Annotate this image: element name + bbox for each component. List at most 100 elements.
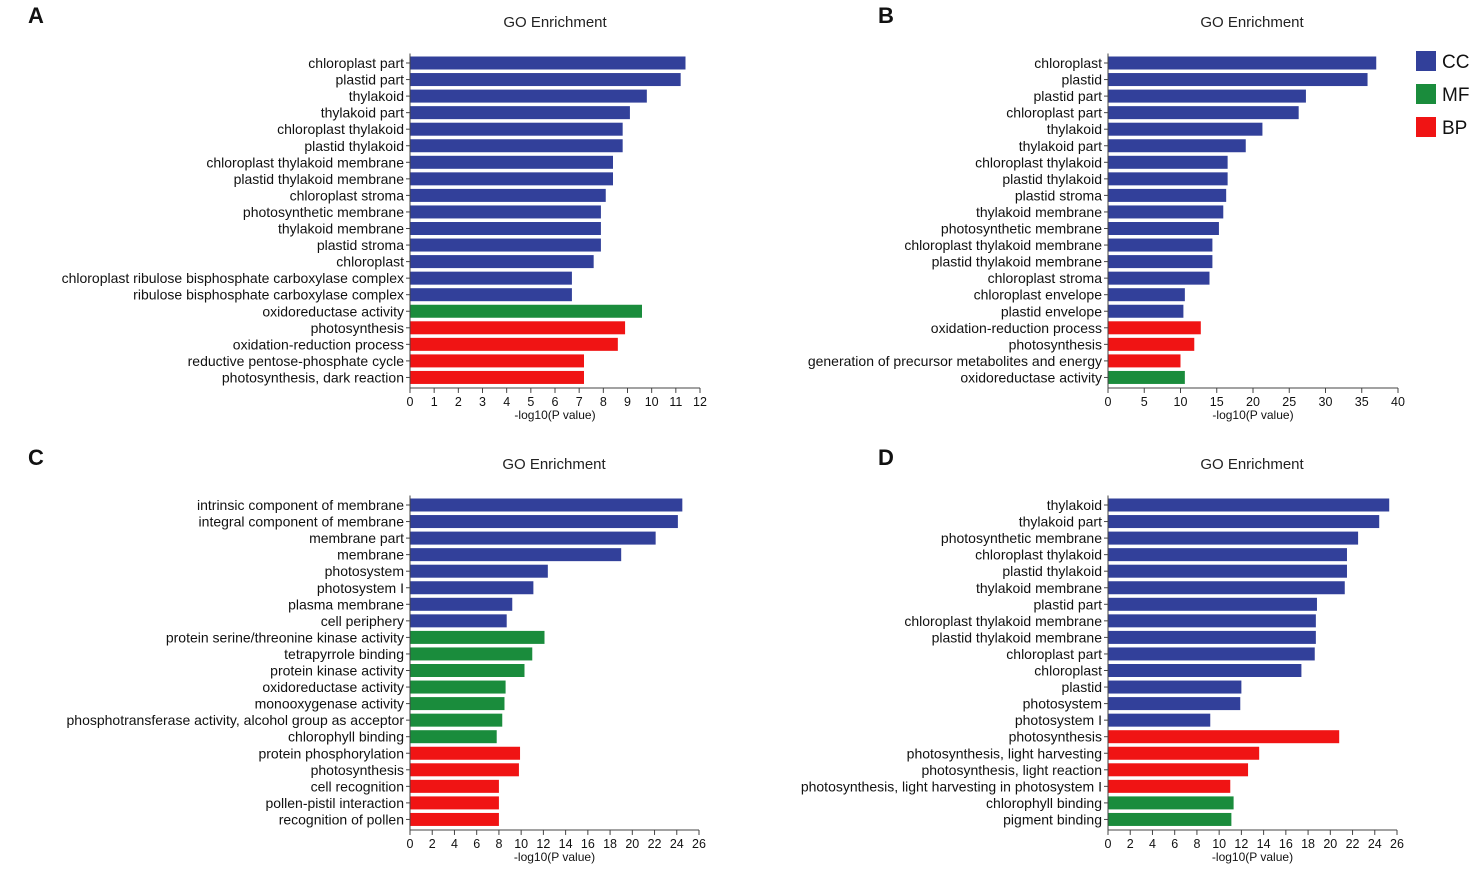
bar bbox=[1108, 222, 1219, 235]
category-label: recognition of pollen bbox=[279, 811, 404, 827]
bar bbox=[410, 172, 613, 186]
legend: CC MF BP bbox=[1416, 51, 1469, 139]
x-tick-label: 6 bbox=[1171, 837, 1178, 851]
category-label: cell recognition bbox=[311, 778, 404, 794]
bar bbox=[1108, 796, 1234, 810]
bar bbox=[410, 680, 506, 694]
legend-swatch bbox=[1416, 51, 1436, 71]
category-label: thylakoid membrane bbox=[976, 204, 1102, 220]
x-tick-label: 2 bbox=[1127, 837, 1134, 851]
category-label: photosynthetic membrane bbox=[941, 221, 1102, 237]
legend-swatch bbox=[1416, 84, 1436, 104]
bar bbox=[410, 746, 521, 760]
bar bbox=[1108, 564, 1347, 578]
x-tick-label: 14 bbox=[559, 837, 573, 851]
category-label: oxidation-reduction process bbox=[931, 320, 1102, 336]
legend-label: CC bbox=[1442, 52, 1469, 73]
bar bbox=[1108, 614, 1316, 628]
bar bbox=[1108, 812, 1232, 826]
category-label: thylakoid bbox=[1047, 497, 1102, 513]
bar bbox=[410, 564, 548, 578]
x-tick-label: 0 bbox=[1105, 837, 1112, 851]
x-tick-label: 18 bbox=[603, 837, 617, 851]
chart-panel-b: B GO Enrichmentchloroplastplastidplastid … bbox=[808, 3, 1405, 422]
x-tick-label: 16 bbox=[581, 837, 595, 851]
category-label: protein kinase activity bbox=[270, 663, 404, 679]
category-label: plastid bbox=[1062, 679, 1102, 695]
category-label: monooxygenase activity bbox=[255, 696, 404, 712]
x-tick-label: 24 bbox=[1368, 837, 1382, 851]
x-tick-label: 10 bbox=[645, 395, 659, 409]
x-tick-label: 20 bbox=[1246, 395, 1260, 409]
x-tick-label: 10 bbox=[1174, 395, 1188, 409]
bar bbox=[1108, 89, 1306, 103]
category-label: photosystem bbox=[325, 563, 404, 579]
bar bbox=[410, 155, 613, 169]
category-label: pigment binding bbox=[1003, 811, 1102, 827]
category-label: photosynthesis bbox=[311, 762, 404, 778]
bar bbox=[410, 515, 678, 529]
x-tick-label: 15 bbox=[1210, 395, 1224, 409]
x-tick-label: 26 bbox=[1390, 837, 1404, 851]
category-label: plastid part bbox=[1034, 596, 1103, 612]
category-label: plastid stroma bbox=[1015, 187, 1102, 203]
category-label: thylakoid part bbox=[321, 105, 404, 121]
bar bbox=[410, 531, 656, 545]
bar bbox=[410, 238, 601, 252]
bar bbox=[1108, 746, 1260, 760]
category-label: generation of precursor metabolites and … bbox=[808, 353, 1102, 369]
category-label: oxidoreductase activity bbox=[262, 303, 404, 319]
bar bbox=[1108, 664, 1302, 677]
x-tick-label: 5 bbox=[1141, 395, 1148, 409]
bar bbox=[410, 139, 623, 153]
category-label: plastid thylakoid membrane bbox=[234, 171, 405, 187]
x-tick-label: 4 bbox=[503, 395, 510, 409]
bar bbox=[410, 630, 545, 644]
bar bbox=[410, 106, 630, 120]
bar bbox=[1108, 515, 1380, 529]
category-label: reductive pentose-phosphate cycle bbox=[188, 353, 405, 369]
category-label: chloroplast thylakoid bbox=[975, 154, 1102, 170]
category-label: plastid bbox=[1062, 72, 1102, 88]
bar bbox=[410, 779, 499, 793]
category-label: chloroplast stroma bbox=[290, 187, 405, 203]
category-label: oxidoreductase activity bbox=[262, 679, 404, 695]
x-tick-label: 10 bbox=[514, 837, 528, 851]
category-label: chloroplast thylakoid membrane bbox=[206, 154, 404, 170]
category-label: photosynthesis bbox=[311, 320, 404, 336]
bar bbox=[1108, 680, 1242, 694]
x-tick-label: 35 bbox=[1355, 395, 1369, 409]
bar bbox=[1108, 321, 1201, 335]
bar bbox=[1108, 531, 1359, 545]
x-axis-title: -log10(P value) bbox=[1212, 408, 1293, 422]
x-tick-label: 20 bbox=[625, 837, 639, 851]
bar bbox=[410, 73, 681, 87]
category-label: plastid thylakoid bbox=[1002, 171, 1102, 187]
bar bbox=[410, 697, 505, 711]
x-tick-label: 2 bbox=[429, 837, 436, 851]
bar bbox=[1108, 763, 1249, 777]
x-tick-label: 22 bbox=[648, 837, 662, 851]
category-label: chloroplast part bbox=[308, 55, 404, 71]
category-label: thylakoid membrane bbox=[278, 221, 404, 237]
bar bbox=[1108, 288, 1185, 302]
bar bbox=[410, 288, 572, 302]
x-tick-label: 8 bbox=[1193, 837, 1200, 851]
bar bbox=[410, 647, 533, 661]
bar bbox=[1108, 498, 1390, 512]
bar bbox=[1108, 205, 1224, 219]
bar bbox=[410, 321, 626, 335]
x-tick-label: 3 bbox=[479, 395, 486, 409]
category-label: oxidoreductase activity bbox=[960, 369, 1102, 385]
x-tick-label: 6 bbox=[552, 395, 559, 409]
category-label: photosystem I bbox=[317, 580, 404, 596]
bar bbox=[410, 614, 507, 628]
category-label: thylakoid part bbox=[1019, 514, 1102, 530]
category-label: chloroplast part bbox=[1006, 105, 1102, 121]
x-tick-label: 8 bbox=[600, 395, 607, 409]
bar bbox=[410, 548, 622, 562]
bar bbox=[410, 730, 497, 744]
category-label: protein phosphorylation bbox=[258, 745, 404, 761]
